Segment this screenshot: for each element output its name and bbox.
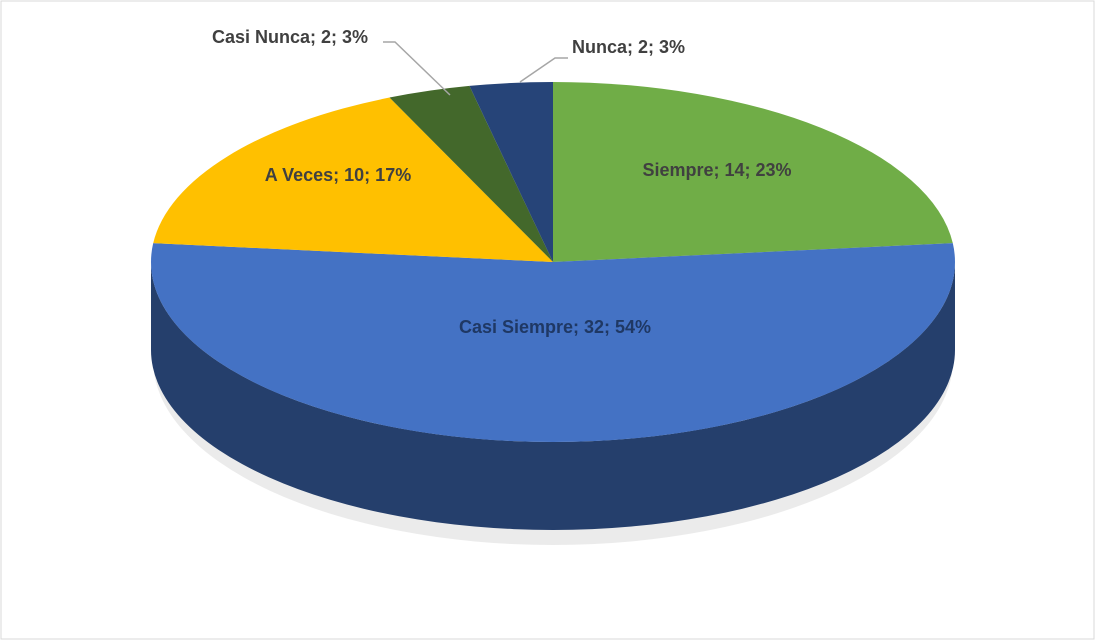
slices: [150, 82, 955, 530]
data-label: A Veces; 10; 17%: [264, 165, 412, 185]
slice-side: [151, 262, 955, 530]
slice: [153, 97, 553, 262]
data-label: Nunca; 2; 3%: [572, 37, 686, 57]
leader-line: [519, 57, 568, 83]
slice: [553, 82, 953, 262]
data-label: Casi Siempre; 32; 54%: [458, 317, 652, 337]
data-label: Casi Nunca; 2; 3%: [212, 27, 369, 47]
slice: [150, 243, 955, 443]
data-label: Siempre; 14; 23%: [642, 160, 792, 180]
slice: [389, 85, 553, 262]
leader-line: [383, 41, 451, 96]
slice: [469, 82, 553, 262]
